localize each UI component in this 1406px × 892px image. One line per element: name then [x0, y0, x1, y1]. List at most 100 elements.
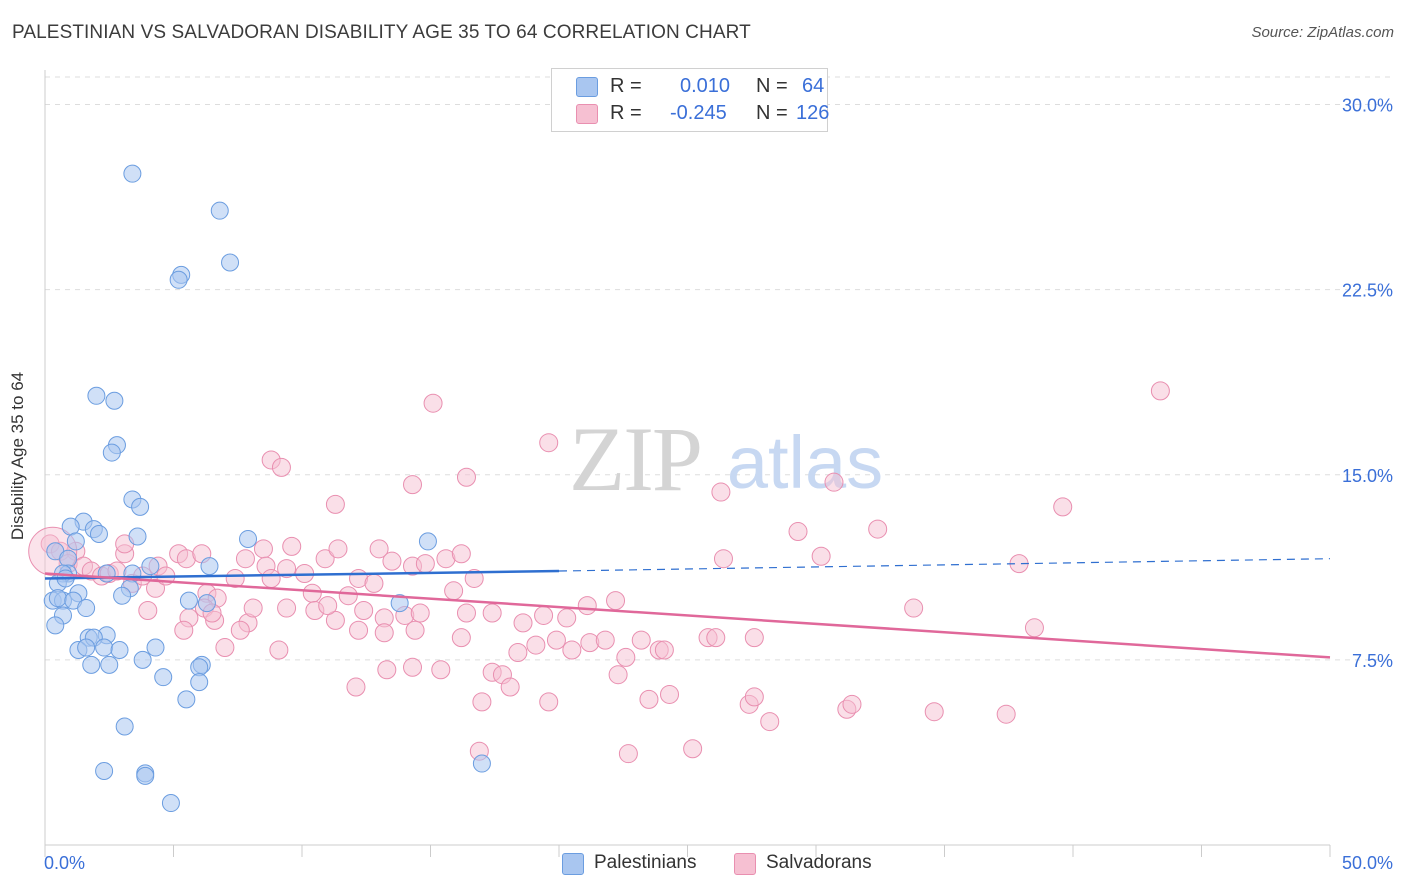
y-tick-label: 30.0%: [1342, 96, 1393, 116]
palestinian-point: [46, 616, 65, 635]
palestinian-point: [48, 589, 67, 608]
salvadoran-point: [539, 433, 559, 453]
salvadoran-point: [760, 712, 780, 732]
palestinian-point: [105, 391, 124, 410]
x-tick-labels: 0.0% 50.0%: [44, 853, 1393, 873]
y-tick-label: 15.0%: [1342, 466, 1393, 486]
watermark-zip: ZIP: [569, 408, 701, 510]
salvadoran-point: [577, 596, 597, 616]
palestinian-point: [136, 766, 155, 785]
palestinian-point: [97, 564, 116, 583]
legend-n-value: 64: [802, 75, 825, 97]
salvadoran-point: [282, 536, 302, 556]
salvadoran-point: [225, 568, 245, 588]
salvadoran-point: [788, 522, 808, 542]
salvadoran-point: [842, 694, 862, 714]
salvadoran-point: [660, 684, 680, 704]
palestinian-point: [418, 532, 437, 551]
palestinian-trend-line: [44, 569, 560, 580]
salvadoran-points: [28, 381, 1170, 764]
salvadoran-point: [261, 568, 281, 588]
palestinian-point: [179, 591, 198, 610]
salvadoran-point: [606, 591, 626, 611]
y-tick-labels: 7.5% 15.0% 22.5% 30.0%: [1342, 96, 1393, 671]
salvadoran-point: [235, 549, 255, 569]
salvadoran-point: [377, 660, 397, 680]
salvadoran-point: [230, 620, 250, 640]
source-label: Source: ZipAtlas.com: [1251, 24, 1394, 41]
salvadoran-point: [557, 608, 577, 628]
salvadoran-point: [325, 494, 345, 514]
palestinian-point: [210, 201, 229, 220]
palestinian-point: [102, 443, 121, 462]
salvadoran-point: [269, 640, 289, 660]
salvadoran-point: [508, 642, 528, 662]
salvadoran-point: [253, 539, 273, 559]
palestinian-point: [95, 761, 114, 780]
salvadorans-label: Salvadorans: [766, 852, 872, 873]
palestinian-point: [146, 638, 165, 657]
y-tick-label: 22.5%: [1342, 281, 1393, 301]
legend-n-label: N =: [756, 75, 788, 97]
salvadoran-point: [824, 472, 844, 492]
salvadoran-point: [174, 620, 194, 640]
salvadoran-point: [482, 603, 502, 623]
salvadoran-point: [403, 657, 423, 677]
salvadoran-point: [271, 457, 291, 477]
salvadoran-point: [996, 704, 1016, 724]
salvadoran-point: [354, 601, 374, 621]
palestinians-label: Palestinians: [594, 852, 697, 873]
legend-n-value: 126: [796, 102, 830, 124]
palestinian-point: [161, 794, 180, 813]
y-tick-label: 7.5%: [1352, 651, 1393, 671]
palestinian-point: [239, 529, 258, 548]
correlation-legend: R = 0.010 N = 64 R = -0.245 N = 126: [551, 68, 830, 132]
salvadoran-point: [868, 519, 888, 539]
salvadoran-point: [539, 692, 559, 712]
palestinian-point: [190, 673, 209, 692]
salvadoran-point: [639, 689, 659, 709]
salvadoran-point: [338, 586, 358, 606]
palestinians-swatch: [562, 853, 584, 875]
palestinian-point: [177, 690, 196, 709]
watermark-atlas: atlas: [727, 421, 883, 504]
salvadoran-point: [382, 551, 402, 571]
legend-swatch-palestinians: [576, 77, 598, 97]
palestinian-point: [128, 527, 147, 546]
salvadoran-point: [325, 610, 345, 630]
palestinian-point: [169, 270, 188, 289]
salvadoran-point: [277, 598, 297, 618]
legend-r-value: 0.010: [680, 75, 731, 97]
chart-title: PALESTINIAN VS SALVADORAN DISABILITY AGE…: [12, 22, 751, 43]
palestinian-point: [89, 525, 108, 544]
series-legend: Palestinians Salvadorans: [0, 850, 1406, 880]
palestinian-point: [66, 532, 85, 551]
palestinian-point: [154, 668, 173, 687]
salvadoran-point: [277, 559, 297, 579]
x-tick-label-min: 0.0%: [44, 853, 85, 873]
salvadoran-point: [415, 554, 435, 574]
palestinian-point: [123, 164, 142, 183]
palestinian-point: [133, 650, 152, 669]
salvadoran-point: [456, 467, 476, 487]
palestinian-point: [95, 638, 114, 657]
palestinian-point: [200, 557, 219, 576]
palestinian-point: [82, 655, 101, 674]
axes: [44, 70, 1331, 857]
salvadoran-point: [618, 744, 638, 764]
salvadoran-point: [744, 687, 764, 707]
salvadoran-point: [1150, 381, 1170, 401]
salvadoran-point: [364, 573, 384, 593]
palestinian-points: [43, 164, 491, 813]
salvadoran-point: [410, 603, 430, 623]
salvadoran-point: [328, 539, 348, 559]
salvadoran-point: [423, 393, 443, 413]
legend-n-label: N =: [756, 102, 788, 124]
salvadoran-point: [526, 635, 546, 655]
salvadoran-point: [315, 549, 335, 569]
salvadoran-point: [451, 544, 471, 564]
salvadoran-point: [138, 601, 158, 621]
salvadoran-point: [369, 539, 389, 559]
salvadorans-swatch: [734, 853, 756, 875]
